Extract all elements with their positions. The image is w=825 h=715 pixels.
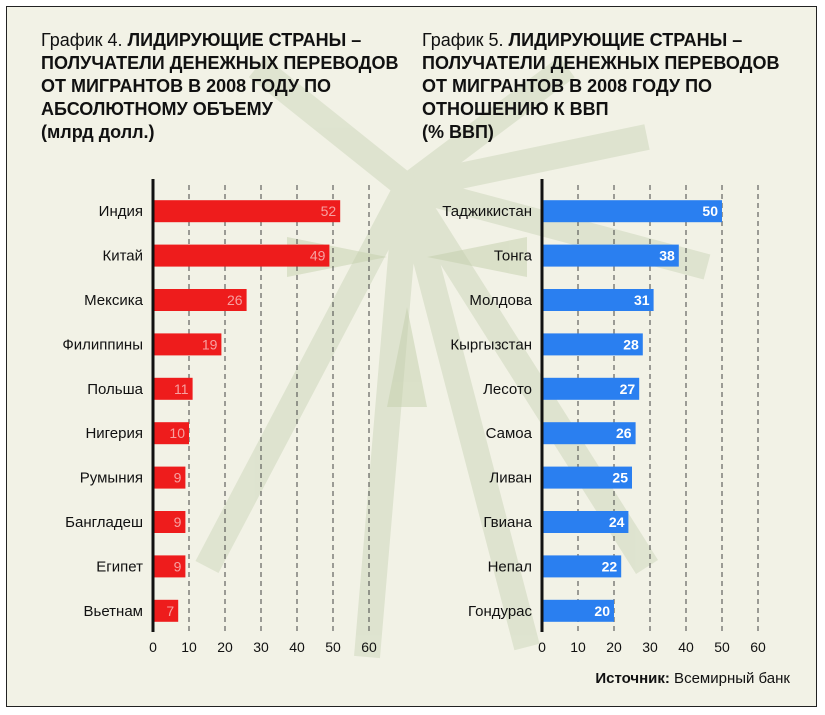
chart-4-bar: [153, 377, 193, 400]
source-text: Всемирный банк: [669, 670, 790, 687]
chart-5-value-label: 26: [616, 425, 632, 441]
chart-4-tick-label: 0: [149, 639, 157, 655]
chart-4-category-label: Нигерия: [85, 425, 143, 442]
chart-4-category-label: Египет: [96, 558, 143, 575]
chart-5-value-label: 28: [623, 336, 639, 352]
chart-5-category-label: Гондурас: [468, 603, 533, 620]
chart-5-bar: [542, 244, 679, 267]
chart-5-tick-label: 10: [570, 639, 586, 655]
chart-4-tick-label: 60: [361, 639, 377, 655]
chart-4-value-label: 7: [166, 603, 174, 619]
chart-4-tick-label: 50: [325, 639, 341, 655]
chart-5-value-label: 22: [602, 558, 618, 574]
chart-5-title-prefix: График 5.: [422, 30, 504, 50]
chart-4-value-label: 19: [202, 336, 218, 352]
chart-4-category-label: Польша: [87, 381, 143, 398]
chart-5-value-label: 31: [634, 292, 650, 308]
chart-4-value-label: 11: [174, 381, 189, 397]
chart-5-title-text: ЛИДИРУЮЩИЕ СТРАНЫ – ПОЛУЧАТЕЛИ ДЕНЕЖНЫХ …: [422, 30, 780, 119]
chart-4-tick-label: 30: [253, 639, 269, 655]
chart-4-bar: [153, 422, 189, 445]
chart-4-value-label: 9: [174, 558, 182, 574]
chart-5-category-label: Гвиана: [483, 514, 532, 531]
chart-5-value-label: 50: [702, 203, 718, 219]
chart-4-value-label: 26: [227, 292, 243, 308]
chart-5-bar: [542, 422, 636, 445]
background-watermark: [195, 56, 711, 659]
source-note: Источник: Всемирный банк: [595, 670, 790, 687]
chart-4-value-label: 9: [174, 514, 182, 530]
chart-5-bar: [542, 200, 722, 223]
chart-5-value-label: 25: [612, 470, 628, 486]
chart-4-bar: [153, 289, 247, 311]
chart-5-bar: [542, 333, 643, 356]
chart-5-category-label: Кыргызстан: [450, 336, 532, 353]
chart-5-category-label: Таджикистан: [442, 203, 532, 220]
chart-4-category-label: Китай: [102, 248, 143, 265]
chart-4-category-label: Румыния: [80, 470, 143, 487]
chart-5-bar: [542, 511, 629, 533]
chart-4-category-label: Вьетнам: [84, 603, 143, 620]
chart-4-bar: [153, 333, 222, 356]
chart-5-category-label: Самоа: [486, 425, 533, 442]
chart-5-value-label: 38: [659, 248, 675, 264]
chart-5-bar: [542, 599, 614, 622]
chart-4-category-label: Бангладеш: [65, 514, 143, 531]
chart-5-tick-label: 0: [538, 639, 546, 655]
chart-4-category-label: Филиппины: [62, 336, 143, 353]
source-label: Источник:: [595, 670, 670, 687]
chart-5-tick-label: 20: [606, 639, 622, 655]
chart-5-tick-label: 40: [678, 639, 694, 655]
chart-5-bar: [542, 555, 622, 578]
chart-5-category-label: Ливан: [489, 470, 532, 487]
chart-4-value-label: 10: [169, 425, 185, 441]
chart-5-tick-label: 60: [750, 639, 766, 655]
chart-4-value-label: 49: [310, 248, 326, 264]
chart-4-bar: [153, 200, 341, 223]
chart-4-tick-label: 40: [289, 639, 305, 655]
chart-4-bar: [153, 466, 186, 489]
chart-4-bar: [153, 555, 186, 578]
chart-5-category-label: Молдова: [469, 292, 532, 309]
chart-4-bar: [153, 244, 330, 267]
chart-5-value-label: 24: [609, 514, 625, 530]
chart-4-category-label: Мексика: [84, 292, 144, 309]
chart-5-title: График 5. ЛИДИРУЮЩИЕ СТРАНЫ – ПОЛУЧАТЕЛИ…: [422, 29, 782, 144]
chart-5-tick-label: 50: [714, 639, 730, 655]
chart-4-tick-label: 20: [217, 639, 233, 655]
chart-5-plot: Таджикистан 50 Тонга 38 Молдова 31 Кыргызстан 2…: [442, 179, 766, 655]
chart-5-bar: [542, 466, 632, 489]
chart-4-title: График 4. ЛИДИРУЮЩИЕ СТРАНЫ – ПОЛУЧАТЕЛИ…: [41, 29, 401, 144]
chart-5-category-label: Непал: [488, 558, 532, 575]
chart-4-bar: [153, 511, 186, 533]
chart-5-bar: [542, 377, 640, 400]
chart-5-bar: [542, 289, 654, 311]
chart-4-unit: (млрд долл.): [41, 122, 155, 142]
chart-4-value-label: 9: [174, 470, 182, 486]
chart-5-tick-label: 30: [642, 639, 658, 655]
chart-4-title-prefix: График 4.: [41, 30, 123, 50]
chart-4-tick-label: 10: [181, 639, 197, 655]
chart-4-bar: [153, 599, 179, 622]
chart-5-value-label: 20: [594, 603, 610, 619]
chart-4-category-label: Индия: [99, 203, 143, 220]
chart-panel: График 4. ЛИДИРУЮЩИЕ СТРАНЫ – ПОЛУЧАТЕЛИ…: [6, 6, 817, 707]
chart-5-value-label: 27: [620, 381, 636, 397]
chart-5-category-label: Лесото: [483, 381, 532, 398]
chart-4-title-text: ЛИДИРУЮЩИЕ СТРАНЫ – ПОЛУЧАТЕЛИ ДЕНЕЖНЫХ …: [41, 30, 399, 119]
chart-4-plot: Индия 52 Китай 49 Мексика 26 Филиппины 19 Польша…: [62, 179, 377, 655]
chart-5-unit: (% ВВП): [422, 122, 494, 142]
chart-4-value-label: 52: [321, 203, 337, 219]
chart-5-category-label: Тонга: [494, 248, 533, 265]
